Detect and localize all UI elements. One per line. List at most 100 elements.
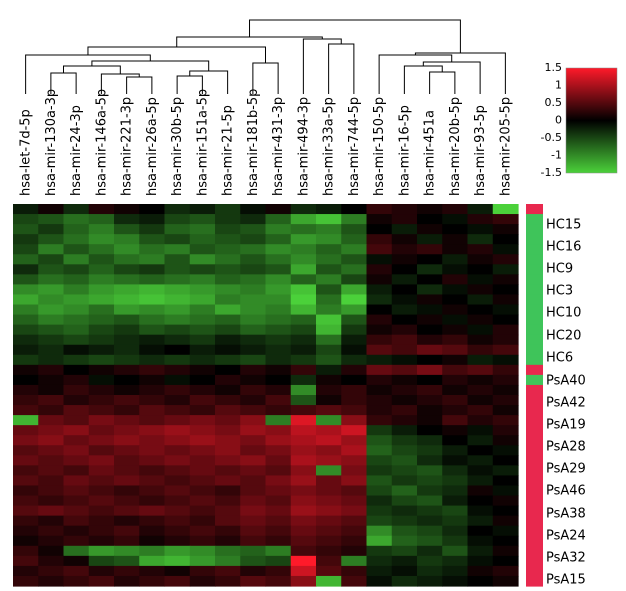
heatmap-cell [316,515,342,527]
heatmap-cell [316,475,342,487]
heatmap-cell [366,485,393,497]
heatmap-cell [114,465,140,477]
heatmap-cell [265,455,292,466]
column-label: hsa-mir-494-3p [296,97,311,196]
heatmap-cell [265,234,292,245]
heatmap-cell [114,274,140,286]
heatmap-cell [265,304,292,316]
heatmap-cell [467,455,494,466]
heatmap-cell [63,475,90,487]
heatmap-cell [366,214,393,225]
heatmap-cell [189,244,216,255]
heatmap-cell [164,294,191,306]
heatmap-cell [13,254,39,265]
heatmap-cell [492,435,519,446]
heatmap-cell [467,204,494,215]
row-label: HC6 [546,351,573,366]
heatmap-cell [442,294,469,306]
heatmap-cell [63,515,90,527]
heatmap-cell [13,224,39,235]
heatmap-cell [417,415,443,426]
heatmap-cell [215,525,241,537]
heatmap-cell [391,575,418,587]
heatmap-cell [13,354,39,366]
heatmap-cell [341,264,368,275]
heatmap-cell [164,264,191,275]
heatmap-cell [240,565,267,577]
heatmap-cell [114,565,140,577]
heatmap-cell [442,204,469,215]
heatmap-cell [417,435,443,446]
heatmap-cell [63,284,90,296]
heatmap-cell [290,575,317,587]
heatmap-cell [164,234,191,245]
heatmap-cell [164,495,191,507]
heatmap-cell [215,415,241,426]
heatmap-cell [139,415,166,426]
heatmap-cell [240,515,267,527]
heatmap-cell [442,565,469,577]
heatmap-cell [38,555,65,567]
heatmap-cell [114,555,140,567]
heatmap-cell [290,314,317,326]
heatmap-cell [265,354,292,366]
heatmap-cell [290,324,317,336]
heatmap-cell [13,575,39,587]
heatmap-cell [189,204,216,215]
heatmap-cell [467,244,494,255]
heatmap-cell [366,304,393,316]
heatmap-cell [492,284,519,296]
heatmap-cell [189,565,216,577]
heatmap-cell [189,284,216,296]
heatmap-cell [467,344,494,356]
heatmap-cell [215,204,241,215]
heatmap-cell [391,304,418,316]
group-bar-segment [526,284,543,296]
heatmap-cell [366,545,393,557]
heatmap-cell [417,475,443,487]
heatmap-cell [164,324,191,336]
heatmap-cell [442,455,469,466]
heatmap-cell [290,485,317,497]
heatmap-cell [290,204,317,215]
heatmap-cell [341,364,368,376]
heatmap-cell [240,294,267,306]
heatmap-cell [391,254,418,265]
heatmap-cell [265,294,292,306]
heatmap-cell [391,555,418,567]
heatmap-cell [265,244,292,255]
heatmap-cell [240,415,267,426]
heatmap-cell [139,254,166,265]
heatmap-cell [366,384,393,396]
heatmap-cell [391,475,418,487]
heatmap-cell [265,334,292,346]
heatmap-cell [316,445,342,456]
heatmap-cell [366,234,393,245]
heatmap-cell [88,274,115,286]
heatmap-cell [189,214,216,225]
heatmap-cell [391,294,418,306]
heatmap-cell [63,354,90,366]
heatmap-cell [265,565,292,577]
heatmap-cell [467,475,494,487]
heatmap-cell [164,485,191,497]
heatmap-cell [38,344,65,356]
heatmap-cell [38,224,65,235]
heatmap-cell [63,364,90,376]
column-label: hsa-mir-181b-5p [246,89,261,196]
heatmap-cell [265,384,292,396]
heatmap-cell [316,204,342,215]
heatmap-cell [215,475,241,487]
heatmap-cell [114,384,140,396]
heatmap-cell [88,214,115,225]
heatmap-cell [417,525,443,537]
heatmap-cell [88,555,115,567]
heatmap-cell [442,264,469,275]
heatmap-cell [265,415,292,426]
heatmap-cell [63,465,90,477]
heatmap-cell [341,284,368,296]
dendrogram-branch [249,19,461,53]
heatmap-cell [492,254,519,265]
heatmap-cell [492,354,519,366]
heatmap-cell [290,455,317,466]
